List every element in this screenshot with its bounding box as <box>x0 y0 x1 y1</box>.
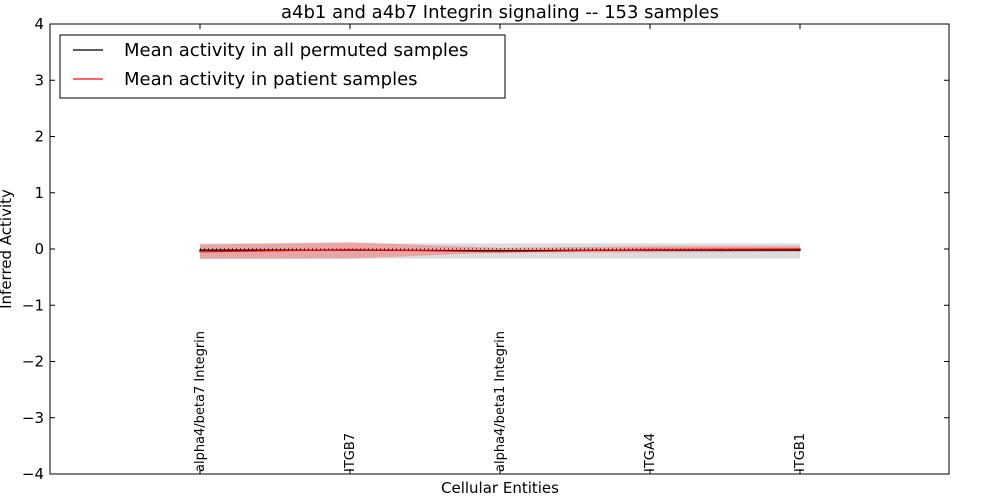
y-tick-label: 3 <box>34 71 44 89</box>
legend-label-permuted: Mean activity in all permuted samples <box>124 40 468 61</box>
legend-box <box>59 34 506 99</box>
data-point <box>799 249 801 251</box>
y-tick-label: 2 <box>34 128 44 146</box>
chart-title: a4b1 and a4b7 Integrin signaling -- 153 … <box>281 2 719 23</box>
y-tick-label: 4 <box>34 15 44 33</box>
category-label: alpha4/beta1 Integrin <box>493 331 508 472</box>
category-label: alpha4/beta7 Integrin <box>193 331 208 472</box>
x-axis-categories: alpha4/beta7 Integrin ITGB7 alpha4/beta1 I… <box>193 24 808 474</box>
data-point <box>199 249 201 251</box>
data-point <box>199 251 201 253</box>
y-tick-label: 0 <box>34 240 44 258</box>
y-tick-label: −1 <box>22 296 44 314</box>
y-tick-label: 1 <box>34 184 44 202</box>
data-point <box>499 249 501 252</box>
x-axis-label: Cellular Entities <box>441 479 559 497</box>
data-point <box>499 251 501 253</box>
y-axis: 4 3 2 1 0 −1 −2 −3 −4 <box>22 15 949 483</box>
y-tick-label: −3 <box>22 409 44 427</box>
y-tick-label: −2 <box>22 353 44 371</box>
legend-label-patient: Mean activity in patient samples <box>124 69 418 90</box>
data-point <box>649 248 651 251</box>
y-axis-label: Inferred Activity <box>0 189 15 309</box>
legend: Mean activity in all permuted samples Me… <box>59 34 506 99</box>
data-point <box>349 248 351 251</box>
data-point <box>799 248 801 250</box>
category-label: ITGB7 <box>343 433 358 472</box>
category-label: ITGB1 <box>793 433 808 472</box>
series-lines <box>199 248 801 253</box>
category-label: ITGA4 <box>643 433 658 472</box>
y-tick-label: −4 <box>22 465 44 483</box>
